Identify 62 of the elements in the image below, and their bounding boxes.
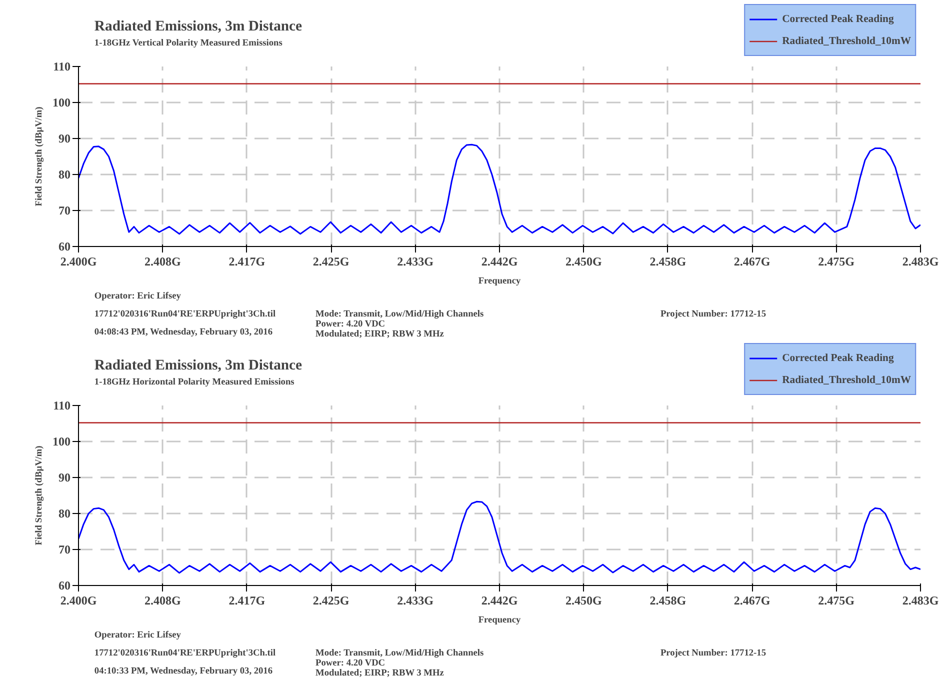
x-tick-label: 2.450G [566,254,602,268]
text: 04:10:33 PM, Wednesday, February 03, 2016 [94,666,273,676]
legend-label: Corrected Peak Reading [782,14,894,24]
y-tick-label: 100 [52,96,70,110]
y-tick-label: 80 [58,506,70,520]
chart-subtitle: 1-18GHz Horizontal Polarity Measured Emissions [94,378,295,388]
x-tick-label: 2.408G [144,594,181,608]
legend-label: Corrected Peak Reading [782,352,894,364]
x-axis-title: Frequency [478,616,521,626]
x-tick-label: 2.417G [228,254,266,268]
text: Power: 4.20 VDC [316,320,386,330]
text: 17712'020316'Run04'RE'ERPUpright'3Ch.til [94,648,276,658]
x-tick-label: 2.425G [312,594,350,608]
x-tick-label: 2.433G [397,254,434,268]
x-tick-label: 2.400G [60,254,97,268]
y-tick-label: 70 [58,542,70,556]
text: 04:08:43 PM, Wednesday, February 03, 2016 [94,328,273,338]
text: Mode: Transmit, Low/Mid/High Channels [316,310,484,320]
text: Power: 4.20 VDC [316,658,386,668]
x-tick-label: 2.483G [902,254,939,268]
y-tick-label: 110 [53,60,71,74]
y-tick-label: 60 [58,578,70,592]
chart-subtitle: 1-18GHz Vertical Polarity Measured Emissions [94,38,283,48]
y-tick-label: 110 [53,398,71,412]
x-tick-label: 2.475G [818,254,854,268]
y-axis-title: Field Strength (dBµV/m) [34,106,44,206]
x-tick-label: 2.442G [481,594,518,608]
x-axis-title: Frequency [478,276,521,286]
chart-title: Radiated Emissions, 3m Distance [94,18,303,34]
x-tick-label: 2.458G [650,594,686,608]
x-tick-label: 2.400G [60,594,97,608]
line-series [78,500,920,574]
y-tick-label: 60 [58,240,70,254]
text: Project Number: 17712-15 [660,310,766,320]
x-tick-label: 2.475G [818,594,854,608]
y-tick-label: 90 [58,132,70,146]
x-tick-label: 2.425G [312,254,350,268]
text: Operator: Eric Lifsey [94,630,182,640]
line-series [78,144,920,235]
x-tick-label: 2.442G [481,254,518,268]
x-tick-label: 2.467G [734,254,770,268]
x-tick-label: 2.458G [650,254,686,268]
y-axis-title: Field Strength (dBµV/m) [34,446,44,546]
legend-label: Radiated_Threshold_10mW [782,374,911,386]
y-tick-label: 80 [58,168,70,182]
y-tick-label: 100 [52,434,70,448]
text: Project Number: 17712-15 [660,648,766,658]
x-tick-label: 2.483G [902,594,939,608]
x-tick-label: 2.417G [228,594,266,608]
text: 17712'020316'Run04'RE'ERPUpright'3Ch.til [94,310,276,320]
x-tick-label: 2.433G [397,594,434,608]
x-tick-label: 2.408G [144,254,181,268]
y-tick-label: 70 [58,204,70,218]
chart-title: Radiated Emissions, 3m Distance [94,358,303,374]
text: Modulated; EIRP; RBW 3 MHz [316,330,444,340]
text: Mode: Transmit, Low/Mid/High Channels [316,648,484,658]
x-tick-label: 2.450G [566,594,602,608]
text: Modulated; EIRP; RBW 3 MHz [316,668,444,678]
legend-label: Radiated_Threshold_10mW [782,36,911,46]
text: Operator: Eric Lifsey [94,292,182,302]
x-tick-label: 2.467G [734,594,770,608]
y-tick-label: 90 [58,470,70,484]
